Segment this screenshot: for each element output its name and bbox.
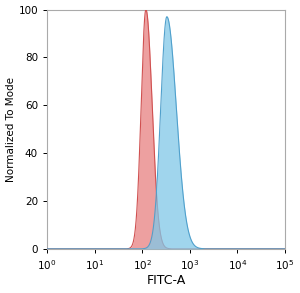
Y-axis label: Normalized To Mode: Normalized To Mode (6, 77, 16, 182)
X-axis label: FITC-A: FITC-A (146, 275, 185, 287)
